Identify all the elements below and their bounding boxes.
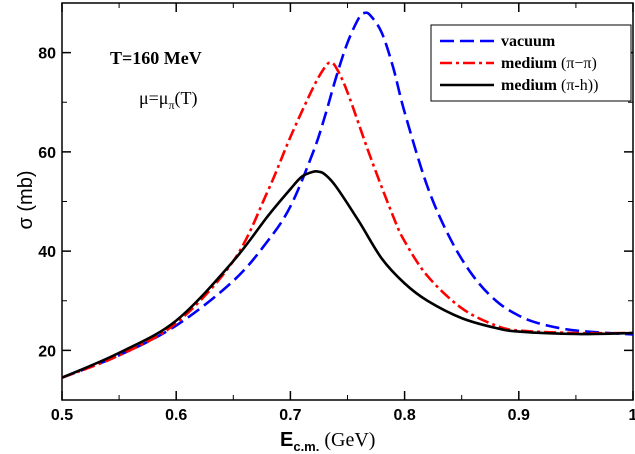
legend-label-rest: (π-h)) — [561, 77, 598, 94]
temperature-annotation: T=160 MeV — [110, 48, 202, 68]
legend-label: medium (π−π) — [501, 55, 597, 72]
x-axis-title: Ec.m. (GeV) — [280, 429, 375, 454]
x-axis-title-main: E — [280, 429, 293, 451]
legend-item-medium-pi-h: medium (π-h)) — [440, 77, 598, 94]
x-tick-label: 0.6 — [165, 407, 187, 424]
y-tick-label: 20 — [38, 343, 56, 360]
medium-pi-pi-curve — [61, 61, 634, 379]
legend-label-bold: medium — [501, 55, 561, 72]
tick-labels: 0.5 0.6 0.7 0.8 0.9 1 20 40 60 80 — [38, 46, 635, 424]
legend-label: vacuum — [501, 33, 556, 50]
x-tick-label: 0.8 — [393, 407, 415, 424]
curves — [61, 11, 634, 379]
y-tick-label: 80 — [38, 46, 56, 63]
x-tick-label: 1 — [629, 407, 635, 424]
y-tick-label: 40 — [38, 244, 56, 261]
legend-label-rest: (π−π) — [561, 55, 597, 72]
mu-annotation: μ=μπ(T) — [139, 88, 198, 112]
legend-label-bold: vacuum — [501, 33, 556, 50]
y-axis-title: σ (mb) — [15, 170, 37, 229]
x-tick-label: 0.7 — [279, 407, 301, 424]
legend-label: medium (π-h)) — [501, 77, 598, 94]
mu-annotation-main: μ=μ — [139, 88, 168, 108]
y-tick-label: 60 — [38, 145, 56, 162]
vacuum-curve — [61, 11, 634, 379]
legend-item-vacuum: vacuum — [440, 33, 556, 50]
x-axis-title-unit: (GeV) — [319, 429, 375, 451]
x-axis-title-sub: c.m. — [293, 439, 319, 454]
legend-item-medium-pi-pi: medium (π−π) — [440, 55, 597, 72]
x-tick-label: 0.5 — [51, 407, 73, 424]
mu-annotation-tail: (T) — [175, 88, 198, 109]
mu-annotation-sub: π — [168, 98, 174, 112]
x-tick-label: 0.9 — [508, 407, 530, 424]
medium-pi-h-curve — [61, 169, 634, 379]
legend-label-bold: medium — [501, 77, 561, 94]
